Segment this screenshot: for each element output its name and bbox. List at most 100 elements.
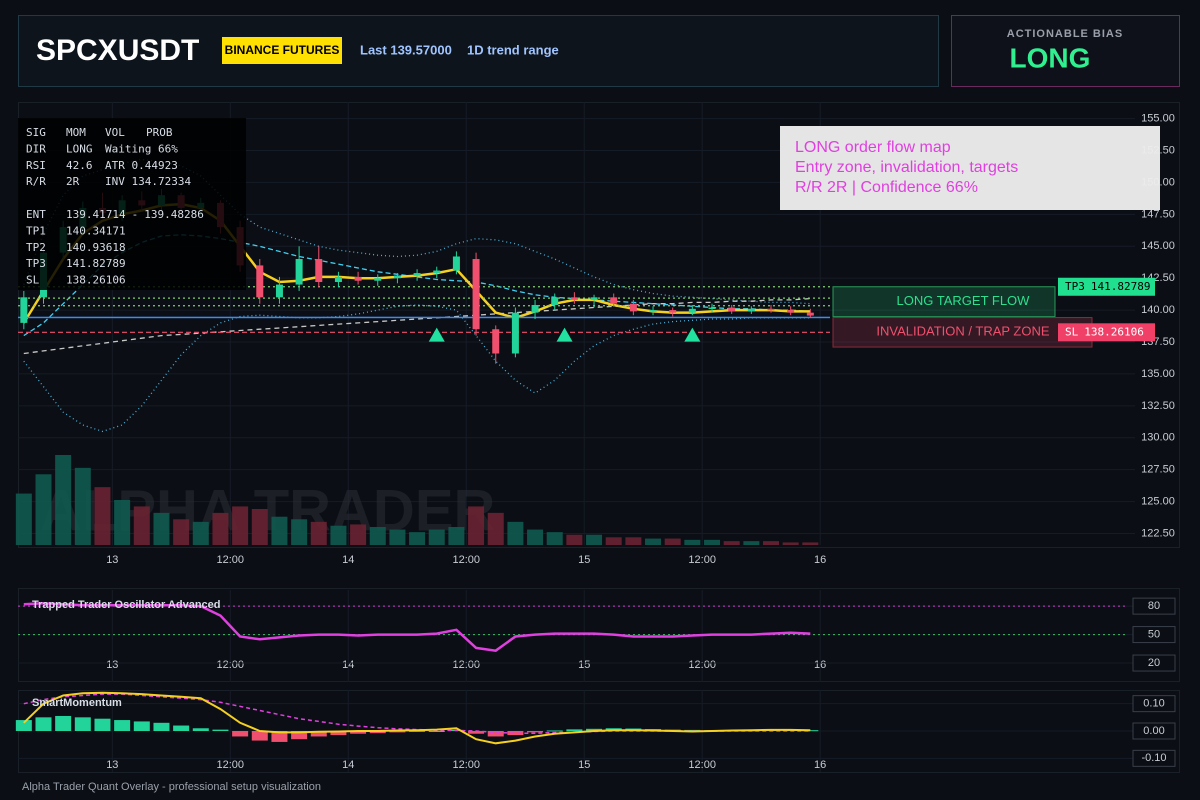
candle-body <box>393 275 401 279</box>
bias-panel <box>951 15 1180 87</box>
x-tick-label: 12:00 <box>217 759 245 771</box>
volume-bar <box>487 512 504 545</box>
info-cell: INV 134.72334 <box>105 175 191 188</box>
volume-bar <box>664 538 681 545</box>
candle-body <box>511 312 519 354</box>
candle-body <box>649 310 657 312</box>
candle-body <box>20 297 28 323</box>
header-panel <box>18 15 939 87</box>
info-cell: LONG <box>66 142 93 155</box>
y-tick-box <box>1132 749 1176 767</box>
candle-body <box>787 310 795 313</box>
volume-bar <box>605 537 622 545</box>
level-tag-value: 141.82789 <box>1091 280 1151 293</box>
volume-bar <box>15 493 32 545</box>
y-tick-box <box>1132 654 1176 672</box>
momentum-bar <box>251 731 268 741</box>
level-tag-label: TP3 <box>1065 280 1085 293</box>
entry-sep: - <box>132 208 139 221</box>
overlay-line <box>23 158 811 305</box>
candle-body <box>590 297 598 300</box>
y-tick-box <box>1132 597 1176 615</box>
entry-low: 139.41714 <box>66 208 126 221</box>
momentum-bar <box>153 722 170 731</box>
x-tick-label: 15 <box>578 759 590 771</box>
y-tick-label: 20 <box>1148 657 1160 669</box>
x-tick-label: 15 <box>578 554 590 566</box>
momentum-bar <box>507 731 524 736</box>
volume-bar <box>389 529 406 545</box>
momentum-bar <box>350 731 367 734</box>
candle-body <box>728 307 736 312</box>
x-tick-label: 12:00 <box>452 759 480 771</box>
volume-bar <box>409 532 426 545</box>
info-cell: SL <box>26 274 40 287</box>
volume-bar <box>212 512 229 545</box>
x-tick-label: 12:00 <box>688 659 716 671</box>
candle-body <box>433 270 441 274</box>
candle-body <box>492 329 500 354</box>
panel-title: SmartMomentum <box>32 697 122 709</box>
momentum-bar <box>291 731 308 740</box>
info-cell: TP2 <box>26 241 46 254</box>
y-tick-label: 0.00 <box>1143 725 1164 737</box>
x-tick-label: 14 <box>342 659 354 671</box>
momentum-bar <box>468 731 485 734</box>
last-price: Last 139.57000 <box>360 42 452 57</box>
candle-body <box>315 259 323 283</box>
volume-bar <box>684 539 701 545</box>
volume-bar <box>428 529 445 545</box>
signal-arrow <box>684 327 701 342</box>
volume-bar <box>625 537 642 545</box>
momentum-bar <box>232 731 249 737</box>
exchange-badge <box>222 37 342 64</box>
candle-body <box>256 265 264 298</box>
momentum-bar <box>212 729 229 731</box>
candle-body <box>570 297 578 300</box>
y-tick-label: 132.50 <box>1141 400 1175 412</box>
info-cell: Waiting 66% <box>105 142 178 155</box>
volume-bar <box>330 525 347 545</box>
momentum-bar <box>310 731 327 737</box>
volume-bar <box>350 524 367 545</box>
momentum-bar <box>15 720 32 731</box>
volume-bar <box>802 542 819 545</box>
level-tag <box>1058 277 1155 296</box>
x-tick-label: 12:00 <box>688 759 716 771</box>
momentum-bar <box>35 717 52 731</box>
info-cell: RSI <box>26 159 46 172</box>
volume-bar <box>546 532 563 545</box>
y-tick-box <box>1132 626 1176 644</box>
y-tick-label: -0.10 <box>1141 752 1166 764</box>
volume-bar <box>310 521 327 545</box>
info-cell: 2R <box>66 175 80 188</box>
x-tick-label: 13 <box>106 659 118 671</box>
panel-title: Trapped Trader Oscillator Advanced <box>32 599 221 611</box>
volume-bar <box>448 527 465 545</box>
volume-bar <box>192 521 209 545</box>
candle-body <box>688 308 696 313</box>
volume-bar <box>114 500 131 545</box>
level-tag <box>1058 323 1155 342</box>
momentum-bar <box>389 731 406 733</box>
oscillator-line <box>23 602 811 653</box>
footer: Alpha Trader Quant Overlay - professiona… <box>22 781 321 793</box>
candle-body <box>629 303 637 312</box>
y-tick-label: 0.10 <box>1143 698 1164 710</box>
momentum-bar <box>409 731 426 732</box>
info-cell: DIR <box>26 142 46 155</box>
volume-bar <box>291 519 308 545</box>
candle-body <box>747 308 755 312</box>
momentum-bar <box>487 731 504 737</box>
momentum-bar <box>527 731 544 733</box>
volume-bar <box>133 506 150 545</box>
exchange: BINANCE FUTURES <box>225 43 340 57</box>
info-panel <box>18 118 246 290</box>
target-zone <box>832 286 1056 318</box>
volume-bar <box>527 529 544 545</box>
y-tick-box <box>1132 722 1176 740</box>
candle-body <box>708 307 716 310</box>
entry-high: 139.48286 <box>144 208 204 221</box>
y-tick-label: 125.00 <box>1141 495 1175 507</box>
